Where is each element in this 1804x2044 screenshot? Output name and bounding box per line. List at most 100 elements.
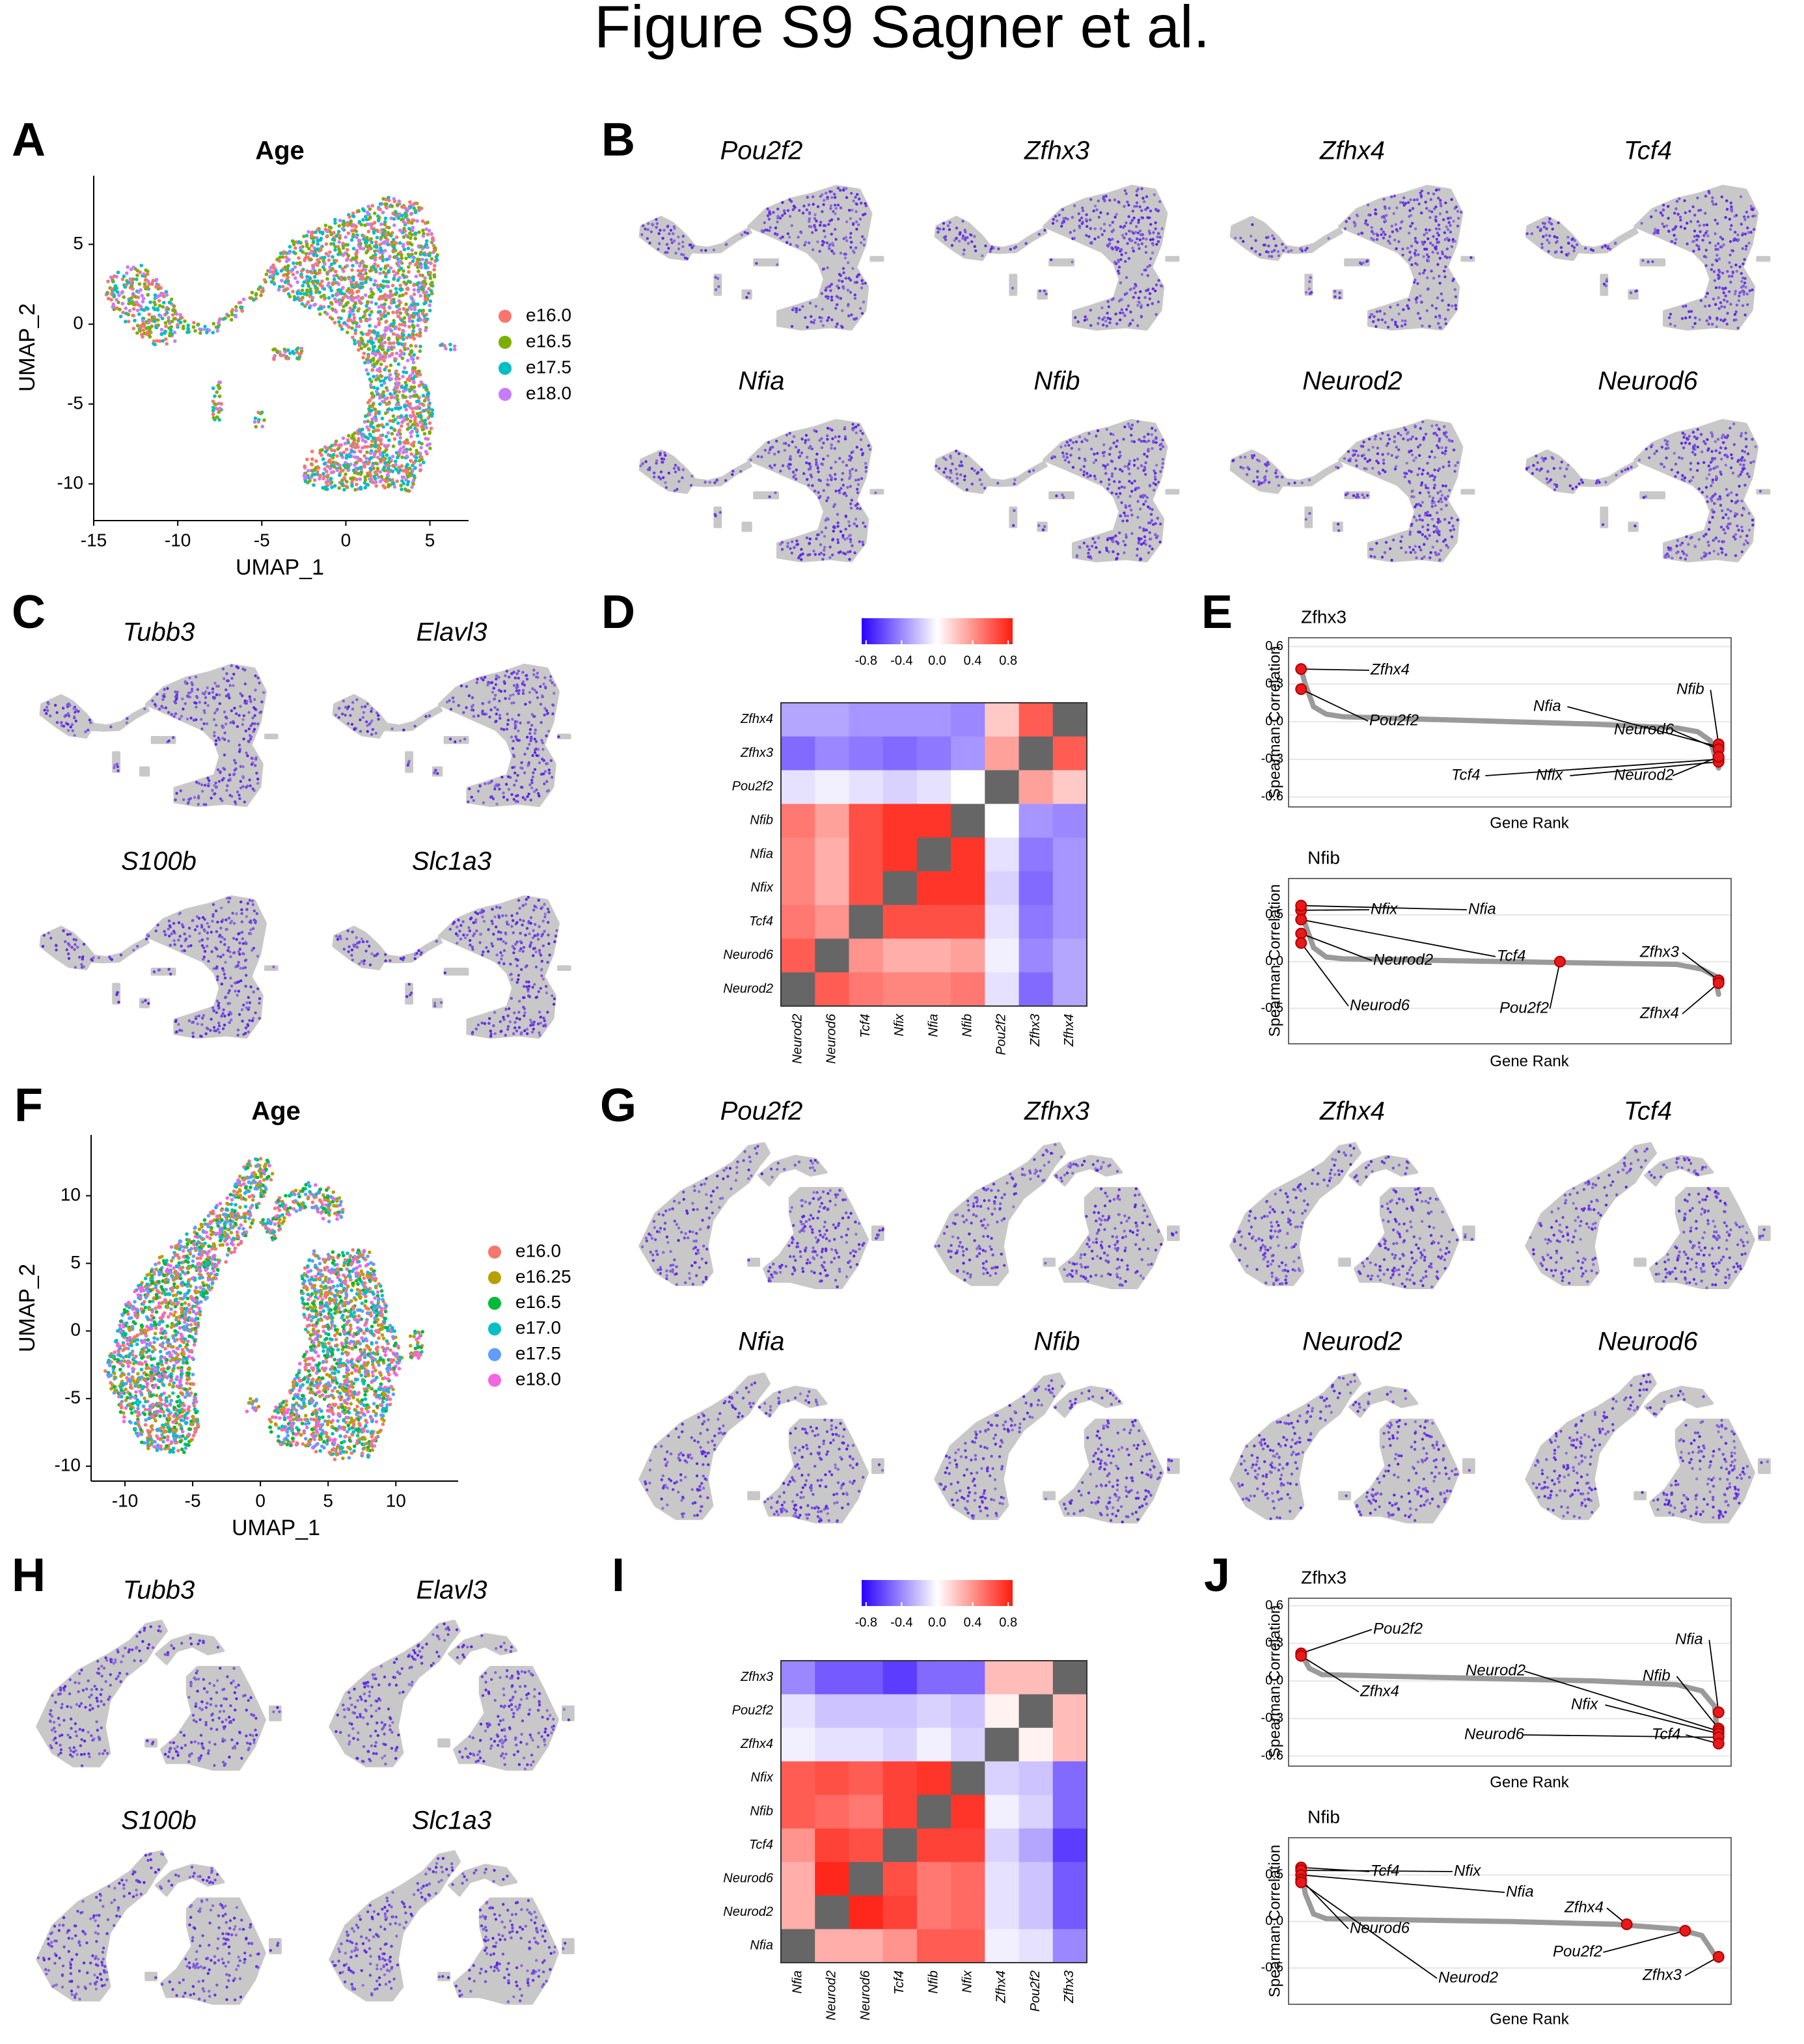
expression-dot	[1125, 533, 1128, 536]
cell-dot	[240, 305, 244, 310]
cell-dot	[399, 414, 403, 418]
expression-dot	[1376, 446, 1380, 450]
expression-dot	[1156, 210, 1160, 213]
expression-dot	[819, 543, 823, 547]
expression-dot	[818, 439, 821, 442]
cell-dot	[419, 251, 423, 254]
expression-dot	[1413, 515, 1416, 519]
cell-dot	[176, 318, 181, 323]
expression-dot	[1139, 557, 1142, 560]
expression-dot	[1723, 298, 1726, 302]
expression-dot	[677, 236, 680, 239]
expression-dot	[1128, 472, 1131, 476]
expression-dot	[1728, 261, 1731, 264]
expression-dot	[666, 225, 670, 228]
expression-dot	[1409, 551, 1412, 554]
cell-dot	[422, 431, 427, 436]
expression-dot	[655, 461, 658, 465]
cell-dot	[323, 297, 327, 301]
expression-dot	[1676, 213, 1680, 216]
expression-dot	[1432, 486, 1436, 489]
cell-dot	[406, 489, 410, 493]
cell-dot	[376, 229, 380, 234]
expression-dot	[667, 247, 670, 250]
expression-dot	[1437, 241, 1440, 244]
expression-dot	[1102, 229, 1106, 232]
expression-dot	[1674, 207, 1678, 210]
expression-dot	[1717, 257, 1721, 260]
expression-dot	[849, 246, 853, 249]
expression-dot	[1548, 241, 1551, 245]
expression-dot	[1251, 223, 1254, 226]
cell-dot	[401, 375, 405, 379]
expression-dot	[1264, 463, 1267, 466]
cell-dot	[369, 336, 373, 340]
expression-dot	[731, 469, 735, 473]
cell-dot	[332, 465, 336, 469]
expression-dot	[1154, 483, 1158, 486]
cell-dot	[386, 402, 390, 406]
expression-dot	[1751, 208, 1755, 211]
expression-dot	[859, 429, 862, 433]
expression-dot	[1425, 247, 1428, 251]
expression-dot	[822, 267, 826, 271]
cell-dot	[376, 360, 379, 364]
expression-dot	[1100, 233, 1104, 236]
expression-dot	[1273, 249, 1276, 252]
expression-dot	[810, 315, 813, 318]
expression-dot	[832, 210, 835, 213]
cell-dot	[414, 275, 418, 279]
expression-dot	[1443, 452, 1447, 456]
expression-dot	[1705, 223, 1709, 226]
expression-dot	[1419, 194, 1423, 197]
expression-dot	[1081, 206, 1084, 210]
cell-dot	[411, 410, 415, 415]
expression-dot	[1671, 240, 1674, 243]
cell-dot	[152, 300, 156, 305]
expression-dot	[955, 477, 959, 480]
expression-dot	[1731, 270, 1734, 274]
expression-dot	[745, 295, 748, 299]
expression-dot	[1327, 237, 1330, 240]
cell-dot	[161, 305, 165, 309]
expression-dot	[1399, 200, 1402, 204]
cell-dot	[366, 428, 371, 432]
expression-dot	[1684, 316, 1688, 320]
cell-dot	[363, 293, 368, 297]
cell-dot	[392, 391, 397, 395]
expression-dot	[828, 556, 832, 559]
expression-dot	[1717, 242, 1720, 245]
cell-dot	[250, 290, 254, 295]
cell-dot	[326, 478, 330, 483]
expression-dot	[1043, 289, 1046, 293]
expression-dot	[776, 216, 780, 220]
expression-dot	[1411, 435, 1414, 439]
expression-dot	[1380, 228, 1383, 231]
cell-dot	[367, 307, 372, 311]
expression-dot	[1239, 456, 1242, 459]
expression-dot	[1421, 324, 1424, 327]
cell-dot	[448, 342, 452, 347]
cell-dot	[410, 248, 414, 252]
expression-dot	[1421, 500, 1424, 504]
expression-dot	[1731, 471, 1735, 475]
expression-dot	[1089, 474, 1092, 478]
cell-dot	[397, 303, 401, 308]
expression-dot	[795, 244, 799, 247]
expression-dot	[1110, 491, 1114, 495]
expression-dot	[942, 227, 946, 231]
expression-dot	[830, 299, 834, 302]
cell-dot	[299, 245, 303, 250]
expression-dot	[1428, 556, 1432, 560]
expression-dot	[1693, 235, 1696, 238]
expression-dot	[1130, 532, 1134, 535]
expression-dot	[813, 226, 817, 229]
expression-dot	[1143, 535, 1147, 538]
expression-dot	[1045, 292, 1048, 295]
expression-dot	[1366, 460, 1369, 463]
cell-dot	[421, 228, 425, 232]
expression-dot	[788, 457, 792, 461]
cell-dot	[416, 302, 420, 307]
cell-dot	[312, 303, 316, 307]
expression-dot	[1702, 234, 1706, 238]
